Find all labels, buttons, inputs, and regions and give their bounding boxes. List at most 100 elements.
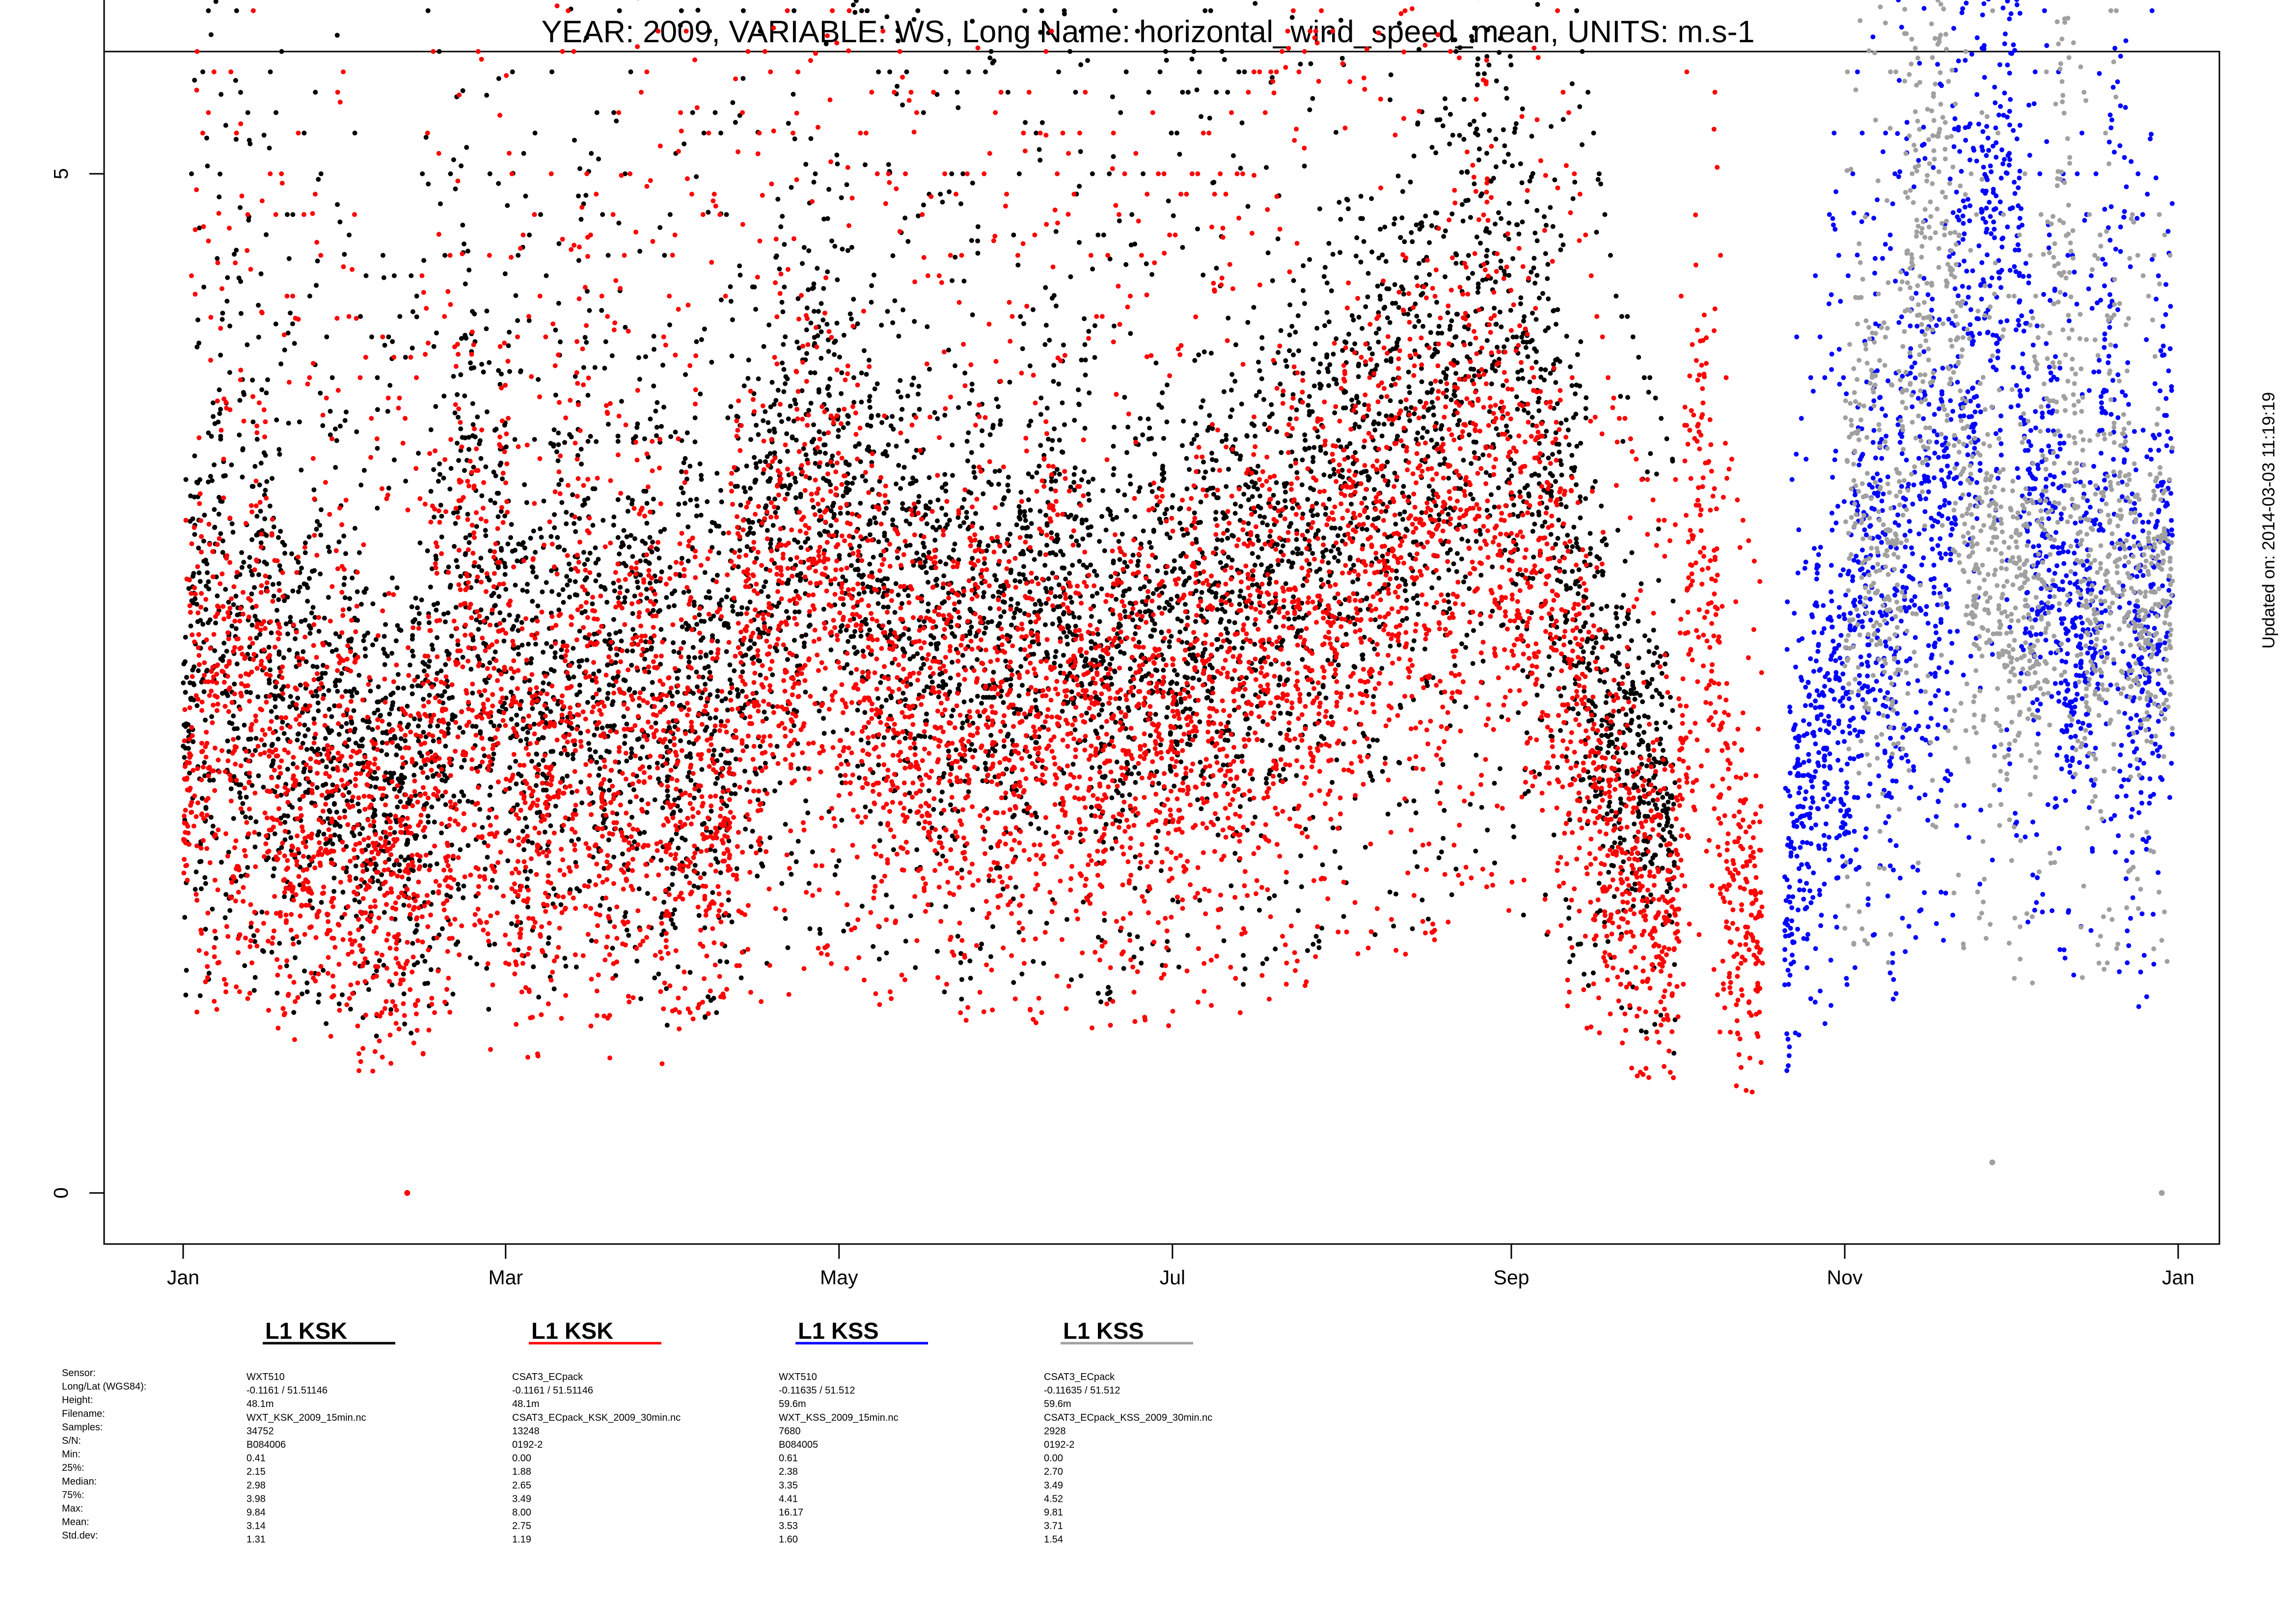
data-point [1067,49,1072,54]
data-point [779,881,785,886]
data-point [782,284,787,290]
data-point [327,706,332,712]
data-point [496,76,501,81]
data-point [501,618,507,623]
data-point [431,467,437,472]
data-point [200,622,206,627]
data-point [584,657,590,663]
data-point [284,963,289,969]
data-point [926,788,931,793]
data-point [208,474,213,479]
data-point [981,491,986,496]
data-point [1218,560,1223,565]
data-point [780,309,786,315]
data-point [868,809,873,814]
data-point [1219,538,1225,543]
data-point [792,397,797,403]
data-point [1221,762,1226,768]
data-point [390,339,395,344]
data-point [664,744,669,750]
data-point [258,460,264,466]
data-point [864,372,869,377]
data-point [323,736,328,741]
data-point [1041,725,1046,730]
data-point [599,584,603,589]
data-point [956,105,961,110]
data-point [937,524,942,530]
data-point [363,273,369,278]
data-point [579,658,584,663]
data-point [1127,932,1132,937]
data-point [786,121,791,126]
data-point [258,271,264,276]
data-point [569,434,574,439]
data-point [937,834,942,839]
data-point [422,668,427,674]
data-point [724,760,729,766]
data-point [1078,28,1084,34]
data-point [911,455,917,460]
data-point [534,751,539,757]
data-point [1148,633,1153,639]
data-point [441,475,446,481]
data-point [347,689,353,694]
data-point [1170,505,1175,510]
data-point [319,675,324,680]
data-point [1118,110,1123,115]
data-point [1165,705,1171,710]
data-point [1058,663,1063,669]
data-point [236,735,241,740]
data-point [718,131,723,135]
data-point [218,406,223,412]
data-point [222,915,228,920]
data-point [267,574,272,580]
data-point [233,594,239,599]
data-point [716,523,722,529]
data-point [1122,395,1127,400]
data-point [701,131,707,135]
data-point [434,330,439,336]
data-point [1095,991,1101,996]
data-point [474,524,479,529]
data-point [777,266,782,271]
data-point [502,572,508,577]
data-point [839,195,844,200]
data-point [1201,460,1206,465]
data-point [1177,724,1183,730]
data-point [285,813,291,819]
data-point [524,736,529,742]
data-point [456,414,461,420]
data-point [339,671,344,676]
data-point [835,162,840,166]
data-point [347,596,353,601]
data-point [329,714,334,719]
data-point [670,882,675,887]
data-point [531,528,536,534]
data-point [528,536,533,541]
data-point [183,723,189,728]
data-point [1083,357,1088,363]
data-point [410,636,415,642]
data-point [919,666,924,671]
data-point [246,137,252,143]
data-point [183,690,188,695]
data-point [435,723,440,729]
data-point [746,357,751,363]
data-point [571,756,575,761]
data-point [333,426,338,432]
data-point [336,539,342,544]
data-point [1130,552,1136,558]
data-point [410,309,415,314]
data-point [779,419,784,424]
data-point [1028,821,1034,827]
data-point [702,1015,708,1020]
data-point [507,612,512,618]
data-point [273,321,278,326]
data-point [1180,245,1185,250]
data-point [734,413,739,419]
data-point [675,689,680,695]
data-point [847,462,852,467]
data-point [1057,616,1062,621]
data-point [1050,621,1055,626]
data-point [212,524,218,530]
